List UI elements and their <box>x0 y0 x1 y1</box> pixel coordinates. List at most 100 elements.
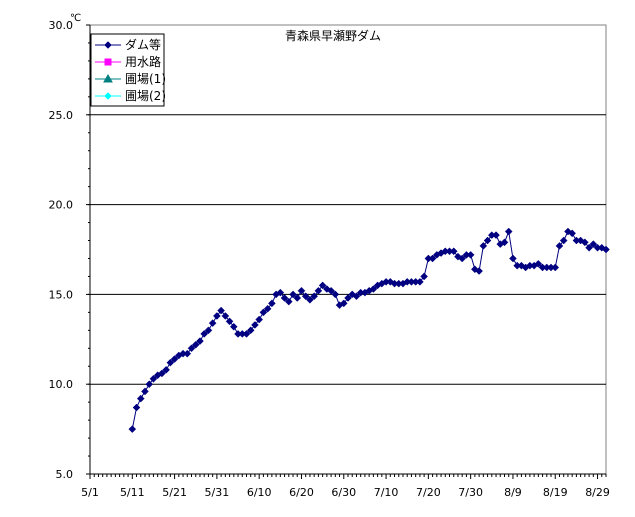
data-point <box>246 326 255 335</box>
x-tick-label: 8/9 <box>504 486 522 499</box>
data-point <box>416 277 424 286</box>
series-0 <box>128 227 610 433</box>
x-tick-label: 5/1 <box>81 486 99 499</box>
legend-box <box>90 33 165 107</box>
data-point <box>221 312 230 320</box>
data-point <box>428 254 437 263</box>
data-point <box>339 299 348 308</box>
data-point <box>289 290 297 299</box>
data-point <box>259 308 268 317</box>
data-point <box>293 294 302 302</box>
data-point <box>466 251 475 259</box>
x-tick-label: 6/20 <box>289 486 314 499</box>
data-point <box>284 297 293 306</box>
x-tick-label: 7/20 <box>416 486 441 499</box>
y-unit-label: ℃ <box>70 13 81 24</box>
x-tick-label: 5/21 <box>162 486 187 499</box>
data-point <box>162 365 170 374</box>
series-layer <box>128 227 610 433</box>
data-point <box>242 330 251 338</box>
data-point <box>136 394 145 403</box>
data-point <box>318 281 327 290</box>
data-point <box>551 263 560 272</box>
legend-item: 圃場(2) <box>95 89 166 103</box>
legend-marker <box>104 41 112 49</box>
y-tick-label: 25.0 <box>49 109 74 122</box>
y-tick-label: 5.0 <box>56 468 74 481</box>
legend-item: 圃場(1) <box>95 72 166 86</box>
data-point <box>585 243 593 252</box>
data-point <box>149 374 158 383</box>
data-point <box>255 315 264 324</box>
data-point <box>213 312 221 320</box>
data-point <box>344 294 352 302</box>
x-tick-label: 8/29 <box>585 486 610 499</box>
data-point <box>306 295 314 304</box>
legend-marker <box>104 92 112 100</box>
data-point <box>327 286 335 295</box>
data-point <box>301 292 310 301</box>
data-point <box>196 337 204 345</box>
x-tick-label: 7/10 <box>374 486 399 499</box>
data-point <box>555 242 564 250</box>
x-tick-label: 6/30 <box>331 486 356 499</box>
data-point <box>589 240 598 248</box>
legend-label: ダム等 <box>125 37 161 52</box>
legend-marker <box>103 73 113 83</box>
legend-marker <box>104 58 112 66</box>
data-point <box>200 330 209 338</box>
data-point <box>208 319 217 327</box>
data-point <box>225 317 234 326</box>
data-point <box>145 380 154 389</box>
data-point <box>483 236 492 245</box>
data-point <box>331 290 340 299</box>
data-point <box>187 344 196 353</box>
data-point <box>352 292 361 301</box>
data-point <box>276 288 285 297</box>
data-point <box>128 425 137 433</box>
data-point <box>492 231 500 239</box>
y-axis: 5.0 10.0 15.0 20.0 25.0 30.0 <box>49 19 91 481</box>
data-point <box>132 403 141 412</box>
data-point <box>297 286 306 295</box>
x-tick-label: 5/11 <box>120 486 145 499</box>
y-tick-label: 30.0 <box>49 19 74 32</box>
data-point <box>449 247 458 256</box>
data-point <box>559 236 568 245</box>
data-point <box>204 326 213 335</box>
data-point <box>251 321 259 329</box>
chart-title: 青森県早瀬野ダム <box>285 28 381 43</box>
data-point <box>170 355 179 363</box>
legend-item: ダム等 <box>95 37 161 52</box>
data-point <box>141 387 149 396</box>
data-point <box>458 254 467 263</box>
data-point <box>420 272 428 281</box>
data-point <box>158 369 166 378</box>
legend-item: 用水路 <box>95 54 161 69</box>
legend-label: 用水路 <box>125 54 161 69</box>
data-point <box>602 245 610 254</box>
data-point <box>580 238 589 247</box>
data-point <box>500 238 509 247</box>
data-point <box>229 322 238 331</box>
data-point <box>314 286 323 295</box>
data-point <box>183 349 192 358</box>
plot-area <box>89 24 607 475</box>
data-point <box>369 285 378 293</box>
y-tick-label: 20.0 <box>49 199 74 212</box>
legend-label: 圃場(2) <box>125 89 166 103</box>
x-axis: 5/1 5/11 5/21 5/31 6/10 6/20 6/30 7/10 7/20 7/30 8… <box>81 473 610 499</box>
y-tick-label: 10.0 <box>49 378 74 391</box>
data-point <box>310 292 319 301</box>
data-point <box>509 254 517 263</box>
data-point <box>504 227 513 236</box>
data-point <box>534 260 543 268</box>
data-point <box>568 229 577 238</box>
data-point <box>166 358 175 367</box>
data-point <box>263 304 272 313</box>
data-point <box>217 306 225 315</box>
data-point <box>280 294 289 302</box>
x-tick-label: 5/31 <box>205 486 230 499</box>
